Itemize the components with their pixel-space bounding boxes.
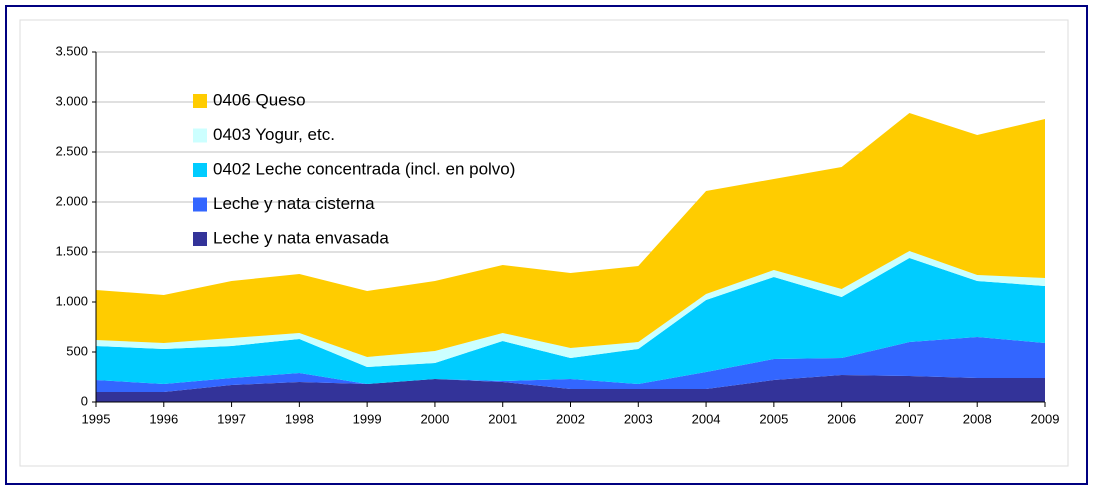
legend-swatch bbox=[193, 128, 207, 143]
legend-label: 0403 Yogur, etc. bbox=[213, 125, 335, 144]
legend-swatch bbox=[193, 197, 207, 212]
y-tick-label: 3.000 bbox=[55, 93, 88, 108]
x-tick-label: 1997 bbox=[217, 411, 246, 426]
x-tick-label: 1995 bbox=[82, 411, 111, 426]
x-tick-label: 2001 bbox=[488, 411, 517, 426]
y-tick-label: 2.000 bbox=[55, 193, 88, 208]
y-tick-label: 0 bbox=[81, 393, 88, 408]
legend-label: 0406 Queso bbox=[213, 90, 306, 109]
x-tick-label: 1999 bbox=[353, 411, 382, 426]
x-tick-label: 1998 bbox=[285, 411, 314, 426]
x-tick-label: 2004 bbox=[692, 411, 721, 426]
x-tick-label: 2009 bbox=[1031, 411, 1060, 426]
y-tick-label: 3.500 bbox=[55, 43, 88, 58]
y-tick-label: 1.000 bbox=[55, 293, 88, 308]
area bbox=[96, 337, 1045, 392]
area bbox=[96, 258, 1045, 384]
x-tick-label: 2008 bbox=[963, 411, 992, 426]
y-tick-label: 500 bbox=[66, 343, 88, 358]
y-tick-label: 1.500 bbox=[55, 243, 88, 258]
legend-label: Leche y nata cisterna bbox=[213, 194, 375, 213]
x-tick-label: 2007 bbox=[895, 411, 924, 426]
legend-swatch bbox=[193, 232, 207, 246]
x-tick-label: 2005 bbox=[759, 411, 788, 426]
x-tick-label: 2003 bbox=[624, 411, 653, 426]
area bbox=[96, 251, 1045, 367]
x-tick-label: 1996 bbox=[149, 411, 178, 426]
x-tick-label: 2006 bbox=[827, 411, 856, 426]
area bbox=[96, 113, 1045, 357]
x-tick-label: 2000 bbox=[420, 411, 449, 426]
legend-label: 0402 Leche concentrada (incl. en polvo) bbox=[213, 159, 515, 178]
legend-label: Leche y nata envasada bbox=[213, 228, 389, 247]
y-tick-label: 2.500 bbox=[55, 143, 88, 158]
area bbox=[96, 375, 1045, 402]
legend-swatch bbox=[193, 94, 207, 108]
legend-swatch bbox=[193, 163, 207, 177]
chart-border bbox=[19, 19, 1069, 467]
x-tick-label: 2002 bbox=[556, 411, 585, 426]
